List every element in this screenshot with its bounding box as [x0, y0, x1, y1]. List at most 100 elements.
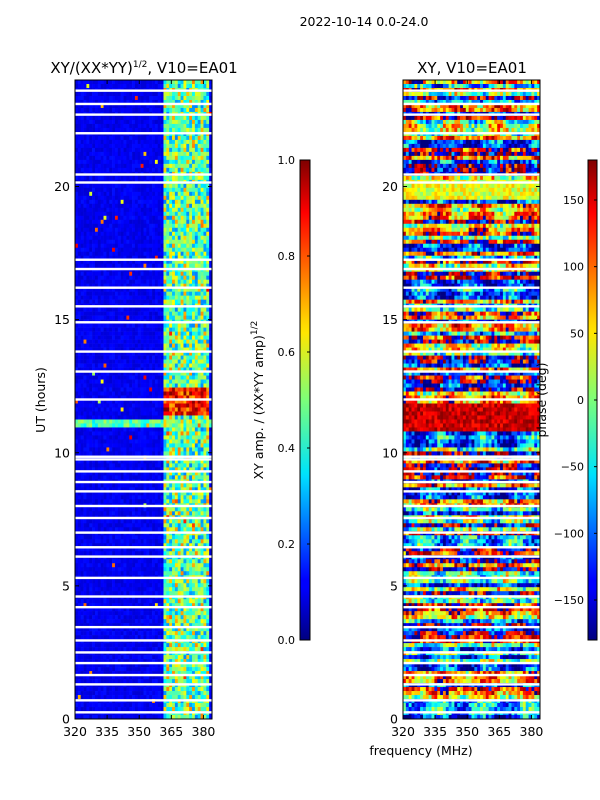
- heatmap-cell: [100, 95, 104, 101]
- heatmap-cell: [189, 327, 193, 332]
- heatmap-cell: [123, 119, 127, 125]
- heatmap-cell: [177, 203, 181, 209]
- heatmap-cell: [189, 83, 193, 89]
- heatmap-cell: [152, 383, 156, 388]
- heatmap-cell: [89, 463, 93, 468]
- heatmap-cell: [137, 231, 141, 237]
- heatmap-cell: [83, 359, 87, 364]
- heatmap-cell: [163, 447, 167, 452]
- heatmap-cell: [192, 299, 196, 304]
- heatmap-cell: [137, 431, 141, 436]
- heatmap-cell: [86, 467, 90, 472]
- heatmap-cell: [177, 491, 181, 496]
- figure-title: 2022-10-14 0.0-24.0: [300, 14, 429, 29]
- heatmap-cell: [197, 471, 201, 476]
- heatmap-cell: [194, 343, 199, 348]
- heatmap-cell: [75, 371, 79, 376]
- heatmap-cell: [106, 347, 110, 352]
- heatmap-cell: [174, 163, 179, 169]
- heatmap-cell: [163, 103, 167, 109]
- heatmap-cell: [192, 287, 196, 292]
- heatmap-cell: [126, 271, 130, 276]
- heatmap-cell: [174, 215, 179, 221]
- heatmap-cell: [209, 355, 213, 360]
- heatmap-cell: [137, 467, 141, 472]
- heatmap-cell: [75, 471, 79, 476]
- heatmap-cell: [169, 295, 173, 300]
- heatmap-cell: [103, 399, 107, 404]
- heatmap-cell: [103, 275, 107, 280]
- heatmap-cell: [200, 431, 204, 436]
- heatmap-cell: [109, 399, 113, 404]
- heatmap-cell: [203, 103, 207, 109]
- heatmap-cell: [134, 143, 139, 149]
- heatmap-cell: [163, 343, 167, 348]
- heatmap-cell: [120, 491, 124, 496]
- heatmap-cell: [120, 83, 124, 89]
- heatmap-cell: [92, 275, 96, 280]
- heatmap-cell: [97, 83, 101, 89]
- heatmap-cell: [172, 123, 176, 129]
- heatmap-cell: [126, 139, 130, 145]
- heatmap-cell: [189, 487, 193, 492]
- heatmap-cell: [83, 251, 87, 257]
- heatmap-cell: [103, 279, 107, 284]
- heatmap-cell: [200, 167, 204, 173]
- heatmap-cell: [100, 247, 104, 253]
- heatmap-cell: [206, 475, 210, 480]
- heatmap-cell: [206, 231, 210, 237]
- heatmap-cell: [180, 227, 184, 233]
- heatmap-cell: [186, 223, 190, 229]
- heatmap-cell: [172, 199, 176, 205]
- heatmap-cell: [129, 235, 133, 241]
- heatmap-cell: [117, 291, 121, 296]
- heatmap-cell: [100, 451, 104, 456]
- heatmap-cell: [97, 311, 101, 316]
- heatmap-cell: [206, 463, 210, 468]
- heatmap-cell: [206, 283, 210, 288]
- heatmap-cell: [157, 243, 161, 249]
- heatmap-cell: [83, 427, 87, 432]
- heatmap-cell: [97, 463, 101, 468]
- heatmap-cell: [180, 359, 184, 364]
- heatmap-cell: [209, 463, 213, 468]
- heatmap-cell: [77, 243, 81, 249]
- heatmap-cell: [75, 83, 79, 89]
- heatmap-cell: [149, 491, 153, 496]
- heatmap-cell: [206, 351, 210, 356]
- heatmap-cell: [203, 83, 207, 89]
- heatmap-cell: [140, 327, 144, 332]
- heatmap-cell: [160, 467, 164, 472]
- heatmap-cell: [112, 491, 116, 496]
- heatmap-cell: [206, 299, 210, 304]
- heatmap-cell: [94, 159, 99, 165]
- heatmap-cell: [146, 211, 150, 217]
- heatmap-cell: [77, 151, 81, 157]
- heatmap-cell: [94, 447, 99, 452]
- heatmap-cell: [112, 439, 116, 444]
- heatmap-cell: [157, 339, 161, 344]
- heatmap-cell: [103, 355, 107, 360]
- heatmap-cell: [200, 187, 204, 193]
- heatmap-cell: [134, 103, 139, 109]
- heatmap-cell: [106, 327, 110, 332]
- heatmap-cell: [152, 391, 156, 396]
- heatmap-cell: [192, 271, 196, 276]
- heatmap-cell: [163, 463, 167, 468]
- heatmap-cell: [97, 207, 101, 213]
- heatmap-cell: [206, 135, 210, 141]
- heatmap-cell: [117, 199, 121, 205]
- heatmap-cell: [186, 247, 190, 253]
- heatmap-cell: [197, 387, 201, 392]
- heatmap-cell: [200, 275, 204, 280]
- heatmap-cell: [200, 123, 204, 129]
- heatmap-cell: [126, 379, 130, 384]
- heatmap-cell: [140, 291, 144, 296]
- heatmap-cell: [77, 119, 81, 125]
- heatmap-cell: [186, 347, 190, 352]
- heatmap-cell: [200, 271, 204, 276]
- heatmap-cell: [189, 235, 193, 241]
- heatmap-cell: [174, 447, 179, 452]
- heatmap-cell: [206, 443, 210, 448]
- heatmap-cell: [132, 207, 136, 213]
